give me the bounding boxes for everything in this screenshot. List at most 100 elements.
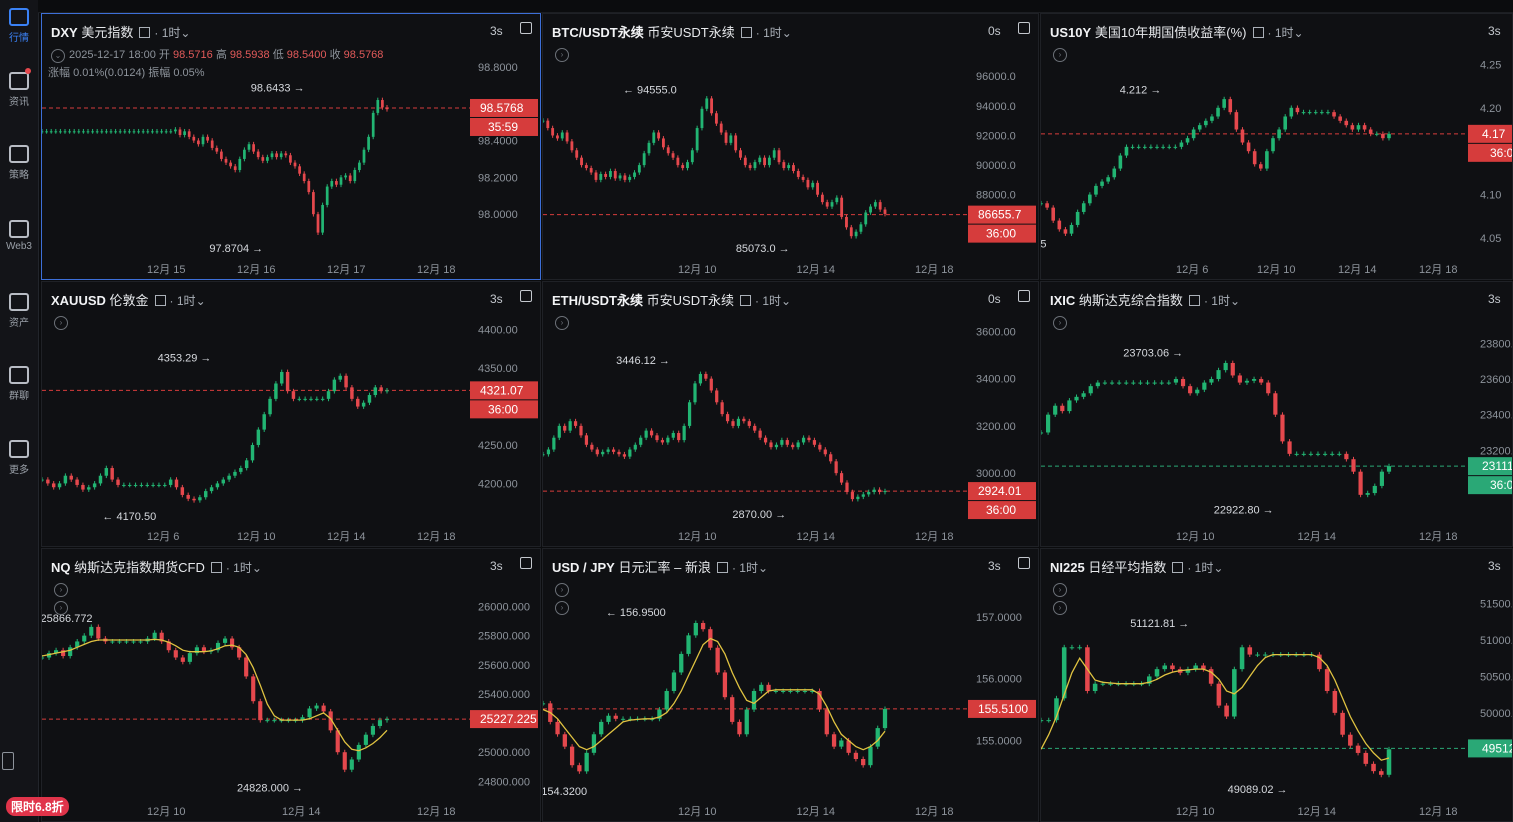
edit-icon[interactable] [740, 27, 752, 38]
chevron-down-icon[interactable]: ⌄ [1293, 26, 1304, 40]
interval-dropdown[interactable]: · 1时 [1187, 561, 1214, 575]
candle-body [69, 475, 73, 480]
indicator-toggle-icon[interactable]: › [1053, 601, 1067, 615]
maximize-icon[interactable] [520, 557, 532, 569]
edit-icon[interactable] [1172, 562, 1184, 573]
indicator-toggle-icon[interactable]: › [555, 316, 569, 330]
candle-body [869, 206, 872, 213]
sidebar-item-2[interactable]: 策略 [0, 145, 38, 185]
interval-dropdown[interactable]: · 1时 [731, 561, 758, 575]
candle-body [878, 202, 882, 210]
indicator-toggle-icon[interactable]: › [54, 316, 68, 330]
panel-title[interactable]: BTC/USDT永续 币安USDT永续 · 1时⌄ [552, 22, 792, 41]
edit-icon[interactable] [139, 27, 151, 38]
candle-body [265, 720, 270, 722]
candle-body [557, 425, 561, 438]
panel-title[interactable]: DXY 美元指数 · 1时⌄ [51, 22, 190, 41]
candle-body [1222, 99, 1226, 108]
candle-body [1046, 414, 1051, 433]
candle-body [657, 709, 662, 719]
edit-icon[interactable] [740, 295, 752, 306]
interval-dropdown[interactable]: · 1时 [755, 26, 782, 40]
candle-body [748, 165, 752, 169]
chart-panel-eth[interactable]: 3600.00 3400.00 3200.00 3000.00 12月 10 12月 14… [542, 281, 1039, 547]
chevron-down-icon[interactable]: ⌄ [195, 294, 206, 308]
price-chart[interactable]: 51500. 51000. 50500. 50000. 49512. 12月 10 12月 … [1041, 549, 1513, 822]
change-label: 涨幅 [48, 67, 70, 79]
edit-icon[interactable] [716, 562, 728, 573]
candle-body [829, 454, 833, 462]
chevron-down-icon[interactable]: ⌄ [251, 561, 262, 575]
price-chart[interactable]: 98.8000 98.4000 98.2000 98.0000 12月 15 12月 16… [42, 14, 541, 280]
price-chart[interactable]: 26000.000 25800.000 25600.000 25400.000 2500… [42, 549, 541, 822]
sidebar-item-4[interactable]: 资产 [0, 293, 38, 333]
chart-panel-ixic[interactable]: 23800.00 23600.00 23400.00 23200.00 12月 10 12… [1040, 281, 1513, 547]
last-price-tag [968, 482, 1036, 501]
chevron-down-icon[interactable]: ⌄ [781, 26, 792, 40]
sidebar-item-6[interactable]: 更多 [0, 440, 38, 480]
price-chart[interactable]: 3600.00 3400.00 3200.00 3000.00 12月 10 12月 14… [543, 282, 1039, 547]
maximize-icon[interactable] [1018, 290, 1030, 302]
candle-body [725, 414, 730, 422]
chart-panel-ni225[interactable]: 51500. 51000. 50500. 50000. 49512. 12月 10 12月 … [1040, 548, 1513, 822]
maximize-icon[interactable] [1018, 557, 1030, 569]
panel-title[interactable]: US10Y 美国10年期国债收益率(%) · 1时⌄ [1050, 22, 1304, 41]
indicator-toggle-icon[interactable]: › [1053, 316, 1067, 330]
maximize-icon[interactable] [1018, 22, 1030, 34]
panel-title[interactable]: XAUUSD 伦敦金 · 1时⌄ [51, 290, 206, 309]
indicator-toggle-icon[interactable]: › [1053, 583, 1067, 597]
panel-title[interactable]: NI225 日经平均指数 · 1时⌄ [1050, 557, 1223, 576]
indicator-toggle-icon[interactable]: › [1053, 48, 1067, 62]
panel-title[interactable]: IXIC 纳斯达克综合指数 · 1时⌄ [1050, 290, 1240, 309]
interval-dropdown[interactable]: · 1时 [169, 294, 196, 308]
edit-icon[interactable] [1188, 295, 1200, 306]
chevron-down-icon[interactable]: ⌄ [180, 26, 191, 40]
sidebar-item-1[interactable]: 资讯 [0, 72, 38, 112]
candle-body [747, 421, 751, 426]
indicator-toggle-icon[interactable]: › [54, 583, 68, 597]
panel-title[interactable]: USD / JPY 日元汇率 – 新浪 · 1时⌄ [552, 557, 768, 576]
interval-dropdown[interactable]: · 1时 [225, 561, 252, 575]
candle-body [579, 425, 583, 436]
interval-dropdown[interactable]: · 1时 [1203, 294, 1230, 308]
interval-dropdown[interactable]: · 1时 [154, 26, 181, 40]
panel-title[interactable]: ETH/USDT永续 币安USDT永续 · 1时⌄ [552, 290, 791, 309]
maximize-icon[interactable] [520, 22, 532, 34]
sidebar-item-3[interactable]: Web3 [0, 220, 38, 260]
chevron-down-icon[interactable]: ⌄ [1229, 294, 1241, 308]
candle-body [291, 391, 296, 399]
maximize-icon[interactable] [520, 290, 532, 302]
indicator-toggle-icon[interactable]: › [54, 601, 68, 615]
indicator-toggle-icon[interactable]: › [555, 601, 569, 615]
layout-icon[interactable] [2, 752, 14, 770]
chevron-down-icon[interactable]: ⌄ [1213, 561, 1224, 575]
candle-body [617, 451, 621, 455]
candle-body [252, 144, 255, 152]
panel-title[interactable]: NQ 纳斯达克指数期货CFD · 1时⌄ [51, 557, 262, 576]
chart-panel-btc[interactable]: 96000.0 94000.0 92000.0 90000.0 88000.0 12月 1… [542, 13, 1039, 280]
chevron-down-icon[interactable]: ⌄ [757, 561, 769, 575]
price-chart[interactable]: 96000.0 94000.0 92000.0 90000.0 88000.0 12月 1… [543, 14, 1039, 280]
interval-dropdown[interactable]: · 1时 [1267, 26, 1294, 40]
indicator-toggle-icon[interactable]: › [555, 583, 569, 597]
chart-panel-nq[interactable]: 26000.000 25800.000 25600.000 25400.000 2500… [41, 548, 541, 822]
chart-panel-usdjpy[interactable]: 157.0000 156.0000 155.0000 12月 10 12月 14 12月 … [542, 548, 1039, 822]
sidebar-item-0[interactable]: 行情 [0, 8, 38, 48]
collapse-icon[interactable]: ⌄ [51, 49, 65, 63]
sidebar-item-5[interactable]: 群聊 [0, 366, 38, 406]
edit-icon[interactable] [210, 562, 222, 573]
edit-icon[interactable] [154, 295, 166, 306]
chevron-down-icon[interactable]: ⌄ [781, 294, 792, 308]
indicator-toggle-icon[interactable]: › [555, 48, 569, 62]
price-chart[interactable]: 157.0000 156.0000 155.0000 12月 10 12月 14 12月 … [543, 549, 1039, 822]
edit-icon[interactable] [1252, 27, 1264, 38]
price-chart[interactable]: 23800.00 23600.00 23400.00 23200.00 12月 10 12… [1041, 282, 1513, 547]
promo-badge[interactable]: 限时6.8折 [6, 797, 69, 816]
chart-panel-dxy[interactable]: 98.8000 98.4000 98.2000 98.0000 12月 15 12月 16… [41, 13, 541, 280]
interval-dropdown[interactable]: · 1时 [755, 294, 782, 308]
symbol: BTC/USDT永续 [552, 25, 644, 40]
